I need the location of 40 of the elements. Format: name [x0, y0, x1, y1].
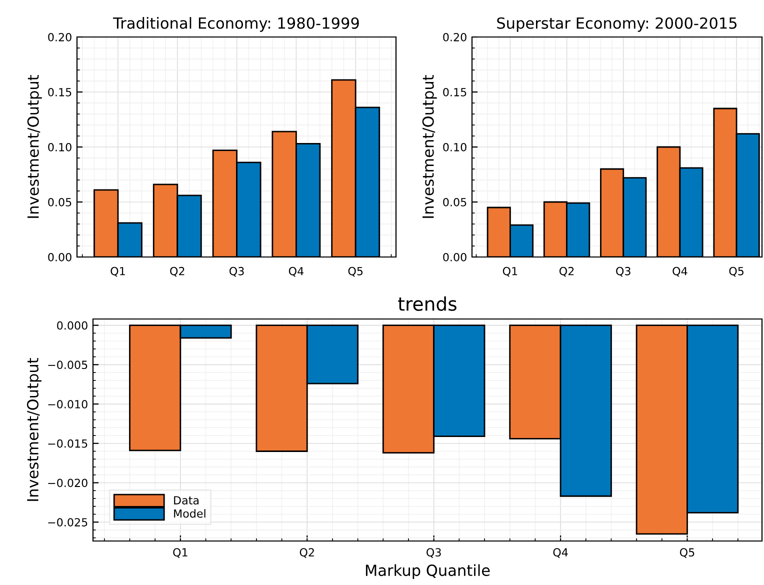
x-tick-label: Q4: [553, 548, 568, 558]
chart-title: Traditional Economy: 1980-1999: [112, 17, 359, 32]
y-tick-label: 0.20: [48, 32, 72, 42]
x-tick-label: Q4: [672, 266, 688, 277]
y-tick-label: 0.00: [443, 252, 466, 262]
y-tick-label: 0.10: [48, 142, 72, 152]
y-tick-label: −0.020: [48, 478, 88, 488]
x-tick-label: Q5: [680, 548, 694, 558]
x-tick-label: Q3: [426, 548, 441, 558]
y-tick-label: 0.05: [48, 198, 72, 206]
x-tick-label: Q4: [288, 266, 304, 277]
y-tick-label: 0.05: [443, 198, 466, 206]
y-tick-label: −0.005: [48, 360, 88, 370]
x-tick-label: Q3: [230, 266, 244, 277]
y-axis-title: Investment/Output: [27, 74, 42, 218]
x-tick-label: Q1: [110, 266, 125, 277]
chart-title: trends: [398, 296, 456, 311]
y-tick-label: 0.20: [443, 32, 466, 42]
y-axis-title: Investment/Output: [422, 74, 437, 218]
y-tick-label: −0.025: [48, 518, 88, 526]
x-tick-label: Q2: [170, 266, 184, 277]
y-tick-label: 0.15: [443, 88, 466, 96]
x-tick-label: Q5: [348, 266, 363, 277]
y-tick-label: 0.10: [443, 142, 466, 152]
y-tick-label: 0.000: [57, 321, 88, 330]
x-tick-label: Q1: [173, 548, 188, 558]
x-tick-label: Q3: [616, 266, 630, 277]
x-tick-label: Q2: [559, 266, 574, 277]
y-tick-label: 0.15: [48, 88, 72, 96]
chart-title: Superstar Economy: 2000-2015: [497, 17, 737, 32]
y-tick-label: 0.00: [48, 252, 72, 262]
y-axis-title: Investment/Output: [26, 358, 42, 501]
legend-label: Data: [174, 496, 199, 504]
x-tick-label: Q2: [300, 548, 314, 558]
y-tick-label: −0.015: [48, 439, 88, 448]
x-tick-label: Q1: [502, 266, 518, 277]
x-axis-title: Markup Quantile: [366, 564, 490, 580]
legend-label: Model: [174, 509, 206, 518]
y-tick-label: −0.010: [48, 400, 88, 408]
x-tick-label: Q5: [729, 266, 744, 277]
